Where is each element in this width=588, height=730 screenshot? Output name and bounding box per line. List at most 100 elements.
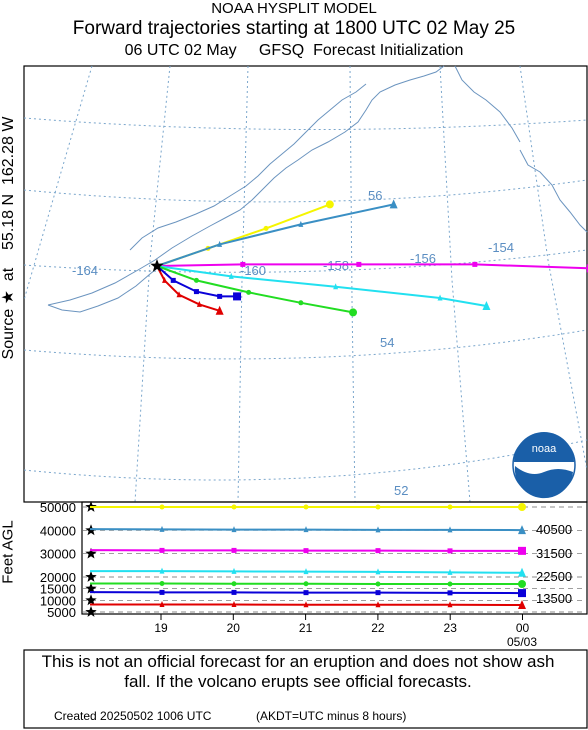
height-series-marker <box>303 526 309 533</box>
latitude-labels: 56 54 52 <box>368 188 408 498</box>
height-series-marker <box>159 547 165 553</box>
start-height-star <box>85 594 97 606</box>
height-tick-label: 10000 <box>40 593 76 608</box>
timezone-note: (AKDT=UTC minus 8 hours) <box>256 709 407 723</box>
height-series-marker <box>159 504 165 510</box>
height-panel-frame <box>81 501 588 615</box>
trajectory-marker <box>333 283 339 290</box>
trajectory-marker <box>240 261 246 267</box>
height-series-marker <box>159 567 165 574</box>
height-series-marker <box>159 581 165 587</box>
trajectory-marker <box>349 308 358 317</box>
height-series-marker <box>518 580 526 588</box>
trajectory-line <box>156 203 394 267</box>
disclaimer-text: This is not an official forecast for an … <box>41 652 555 691</box>
height-series-marker <box>447 526 453 533</box>
created-timestamp: Created 20250502 1006 UTC <box>54 709 212 723</box>
time-tick-label: 00 <box>516 621 530 635</box>
height-tick-label: 20000 <box>40 570 76 585</box>
height-series-marker <box>231 581 237 587</box>
parallel <box>23 179 588 203</box>
height-series-marker <box>375 504 381 510</box>
trajectory-layer <box>156 199 588 317</box>
longitude-label: -156 <box>410 251 436 266</box>
height-series-marker <box>231 567 237 574</box>
time-tick-label: 22 <box>371 621 385 635</box>
height-series-marker <box>375 581 381 587</box>
trajectory-marker <box>246 289 252 295</box>
trajectory-marker <box>263 225 269 231</box>
height-series-marker <box>303 548 309 554</box>
trajectory-marker <box>217 240 223 247</box>
height-series-marker <box>447 581 453 587</box>
trajectory-marker <box>193 277 199 283</box>
trajectory-marker <box>162 276 168 283</box>
noaa-logo: noaa <box>512 432 576 499</box>
parallel <box>23 439 588 481</box>
trajectory-marker <box>437 294 443 301</box>
height-series-marker <box>231 589 237 595</box>
time-tick-label: 21 <box>299 621 313 635</box>
meridian <box>237 65 249 503</box>
start-height-star <box>85 547 97 559</box>
meridian <box>439 65 471 503</box>
trajectory-marker <box>228 272 234 279</box>
coastline <box>519 149 588 233</box>
longitude-labels: -164 -160 -158 -156 -154 <box>72 240 514 278</box>
height-series-marker <box>375 548 381 554</box>
height-series-marker <box>303 590 309 596</box>
start-height-label: 13500 <box>536 591 572 606</box>
height-series-layer <box>89 503 526 609</box>
start-height-star <box>85 571 97 582</box>
height-tick-label: 50000 <box>40 500 76 515</box>
trajectory-marker <box>193 289 199 295</box>
height-series-marker <box>303 568 309 575</box>
date-sublabel: 05/03 <box>507 635 537 649</box>
height-series-marker <box>303 504 309 510</box>
time-tick-label: 23 <box>444 621 458 635</box>
start-height-label: 40500 <box>536 522 572 537</box>
start-height-star <box>85 606 97 617</box>
height-series-marker <box>231 601 237 608</box>
height-series-marker <box>303 581 309 587</box>
height-series-marker <box>231 504 237 510</box>
trajectory-marker <box>298 220 304 227</box>
trajectory-line <box>156 265 487 307</box>
height-series-marker <box>231 526 237 533</box>
parallel <box>23 249 588 273</box>
height-series-marker <box>375 526 381 533</box>
trajectory-marker <box>472 261 478 267</box>
noaa-logo-text: noaa <box>532 443 557 455</box>
time-tick-label: 19 <box>154 621 168 635</box>
trajectory-subtitle: Forward trajectories starting at 1800 UT… <box>72 18 516 39</box>
latitude-label: 56 <box>368 188 382 203</box>
trajectory-marker <box>325 200 334 209</box>
forecast-init-line: 06 UTC 02 May GFSQ Forecast Initializati… <box>124 42 464 59</box>
height-series-marker <box>518 546 526 555</box>
height-series-marker <box>447 548 453 554</box>
height-series-marker <box>159 525 165 532</box>
coastline <box>47 265 161 313</box>
longitude-label: -154 <box>488 240 514 255</box>
height-series-marker <box>231 547 237 553</box>
source-star-icon <box>150 259 164 272</box>
height-series-marker <box>375 601 381 608</box>
height-series-marker <box>447 601 453 608</box>
start-height-label: 31500 <box>536 546 572 561</box>
height-series-marker <box>159 589 165 595</box>
start-height-star <box>85 582 97 594</box>
height-tick-label: 5000 <box>47 605 76 620</box>
meridian <box>349 65 356 503</box>
trajectory-marker <box>176 291 182 298</box>
trajectory-marker <box>196 300 202 307</box>
meridian <box>134 65 171 503</box>
latitude-label: 52 <box>394 483 408 498</box>
height-series-marker <box>518 525 526 535</box>
trajectory-marker <box>298 300 304 306</box>
start-height-label: 22500 <box>536 569 572 584</box>
height-series-marker <box>447 504 453 510</box>
disclaimer-frame <box>23 649 588 729</box>
